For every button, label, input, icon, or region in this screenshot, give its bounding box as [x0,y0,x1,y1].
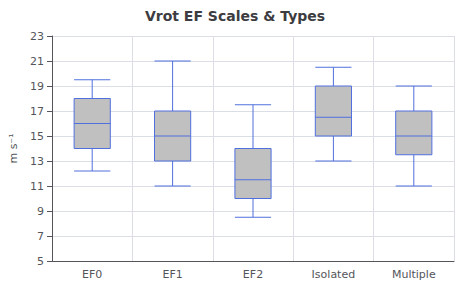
svg-text:Vrot EF Scales & Types: Vrot EF Scales & Types [145,8,325,24]
svg-text:7: 7 [37,230,44,243]
svg-text:EF1: EF1 [162,268,182,281]
svg-text:9: 9 [37,205,44,218]
svg-text:Multiple: Multiple [392,268,436,281]
svg-text:17: 17 [30,105,44,118]
svg-text:21: 21 [30,55,44,68]
svg-text:EF2: EF2 [243,268,263,281]
svg-text:m s⁻¹: m s⁻¹ [7,133,20,163]
svg-text:15: 15 [30,130,44,143]
svg-text:Isolated: Isolated [312,268,356,281]
svg-text:11: 11 [30,180,44,193]
svg-text:13: 13 [30,155,44,168]
svg-text:EF0: EF0 [82,268,102,281]
svg-text:23: 23 [30,30,44,43]
svg-text:5: 5 [37,255,44,268]
svg-text:19: 19 [30,80,44,93]
